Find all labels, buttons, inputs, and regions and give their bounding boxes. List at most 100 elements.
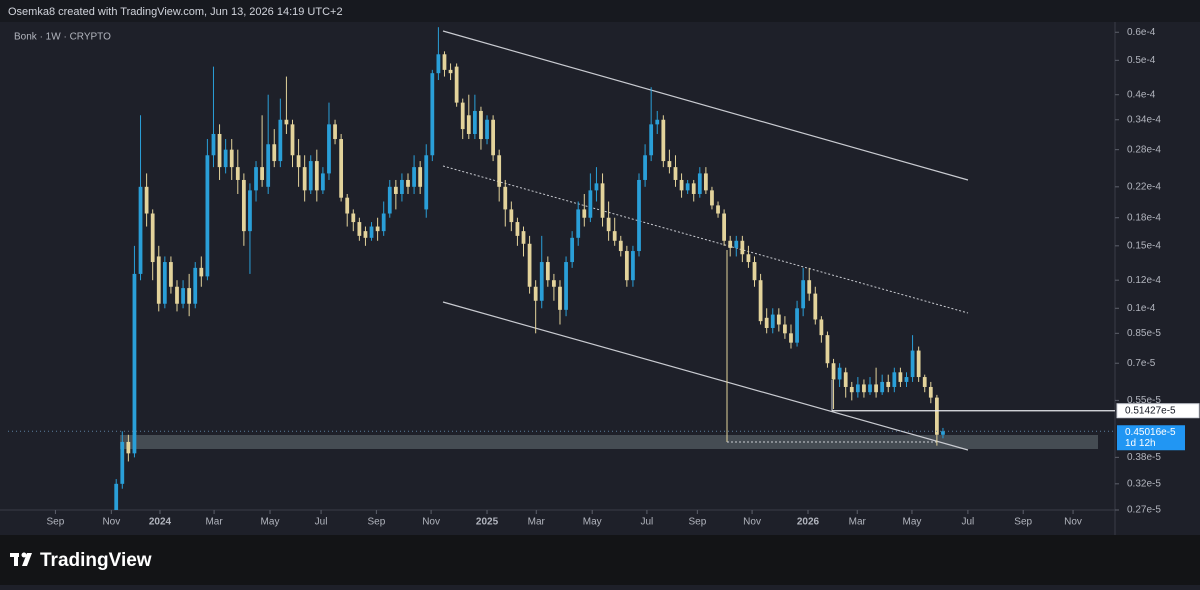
header-text: Osemka8 created with TradingView.com, Ju… bbox=[8, 6, 343, 18]
candle-body bbox=[612, 231, 617, 241]
candle-body bbox=[187, 288, 192, 304]
candle-body bbox=[284, 119, 289, 125]
candle-body bbox=[734, 240, 739, 248]
plot-area bbox=[114, 27, 1098, 510]
candle-body bbox=[825, 335, 830, 364]
candle-body bbox=[813, 293, 818, 320]
candle-body bbox=[193, 267, 198, 304]
candle-body bbox=[916, 350, 921, 378]
candle-body bbox=[460, 102, 465, 130]
candle-body bbox=[472, 110, 477, 134]
candle-body bbox=[466, 115, 471, 134]
candle-body bbox=[637, 179, 641, 252]
candle-body bbox=[120, 441, 125, 484]
candle-body bbox=[345, 197, 350, 214]
candle-body bbox=[624, 251, 629, 281]
candle-body bbox=[740, 240, 745, 255]
candle-body bbox=[314, 161, 319, 191]
candle-body bbox=[728, 240, 733, 248]
candle-body bbox=[278, 119, 283, 162]
header-bar bbox=[0, 0, 1200, 22]
candle-body bbox=[679, 179, 684, 191]
candle-body bbox=[235, 167, 240, 180]
candle-body bbox=[558, 286, 562, 310]
candle-body bbox=[211, 133, 216, 156]
candle-body bbox=[783, 324, 787, 334]
candle-body bbox=[357, 222, 362, 236]
x-tick-label: Nov bbox=[102, 517, 120, 528]
candle-body bbox=[521, 231, 526, 244]
support-zone bbox=[120, 435, 1098, 449]
candle-body bbox=[868, 384, 872, 393]
candle-body bbox=[132, 273, 137, 454]
x-tick-label: 2025 bbox=[476, 517, 499, 528]
y-tick-label: 0.5e-4 bbox=[1127, 55, 1156, 66]
candle-body bbox=[266, 144, 271, 187]
y-tick-label: 0.12e-4 bbox=[1127, 275, 1161, 286]
candle-body bbox=[296, 155, 301, 168]
candle-body bbox=[333, 124, 337, 140]
candle-body bbox=[886, 381, 891, 387]
y-tick-label: 0.7e-5 bbox=[1127, 358, 1156, 369]
channel-middle bbox=[442, 165, 969, 314]
candle-body bbox=[746, 254, 751, 263]
candle-body bbox=[898, 372, 903, 382]
candle-body bbox=[217, 133, 222, 168]
candle-body bbox=[545, 262, 550, 281]
x-tick-label: Nov bbox=[422, 517, 440, 528]
x-tick-label: Nov bbox=[1064, 517, 1082, 528]
x-tick-label: Jul bbox=[961, 517, 974, 528]
x-tick-label: 2026 bbox=[797, 517, 820, 528]
y-tick-label: 0.18e-4 bbox=[1127, 212, 1161, 223]
candle-body bbox=[491, 119, 495, 156]
candle-body bbox=[448, 69, 453, 74]
x-tick-label: Sep bbox=[367, 517, 385, 528]
x-tick-label: May bbox=[903, 517, 922, 528]
price-label: 0.51427e-5 bbox=[1125, 405, 1176, 416]
candle-body bbox=[169, 262, 173, 287]
candle-body bbox=[722, 213, 726, 241]
y-tick-label: 0.28e-4 bbox=[1127, 144, 1161, 155]
candle-body bbox=[254, 167, 258, 191]
candle-body bbox=[770, 314, 775, 328]
candle-body bbox=[114, 483, 119, 510]
y-tick-label: 0.34e-4 bbox=[1127, 114, 1161, 125]
candle-body bbox=[862, 384, 866, 393]
candle-body bbox=[321, 173, 325, 191]
current-price-label: 0.45016e-5 bbox=[1125, 427, 1176, 438]
candle-body bbox=[618, 240, 623, 252]
candle-body bbox=[776, 314, 781, 325]
candle-body bbox=[436, 54, 441, 74]
x-tick-label: Mar bbox=[205, 517, 223, 528]
y-tick-label: 0.1e-4 bbox=[1127, 303, 1156, 314]
candle-body bbox=[302, 167, 307, 191]
candle-body bbox=[831, 363, 836, 380]
y-tick-label: 0.22e-4 bbox=[1127, 181, 1161, 192]
candle-body bbox=[789, 333, 793, 343]
x-tick-label: Sep bbox=[1014, 517, 1032, 528]
y-tick-label: 0.6e-4 bbox=[1127, 27, 1156, 38]
candle-body bbox=[673, 167, 678, 180]
candle-body bbox=[582, 209, 587, 218]
candle-body bbox=[156, 256, 161, 304]
x-tick-label: Sep bbox=[688, 517, 706, 528]
candle-body bbox=[539, 262, 544, 301]
y-tick-label: 0.15e-4 bbox=[1127, 240, 1161, 251]
candle-body bbox=[606, 217, 611, 232]
candle-body bbox=[272, 144, 277, 162]
y-tick-label: 0.85e-5 bbox=[1127, 328, 1161, 339]
candle-body bbox=[849, 386, 854, 393]
candle-body bbox=[229, 149, 234, 168]
candle-body bbox=[442, 54, 447, 70]
y-tick-label: 0.27e-5 bbox=[1127, 505, 1161, 516]
candle-body bbox=[424, 155, 429, 210]
tv-logo bbox=[10, 552, 32, 566]
candle-body bbox=[393, 186, 398, 194]
candle-body bbox=[941, 431, 945, 435]
x-tick-label: Mar bbox=[849, 517, 867, 528]
candle-body bbox=[643, 155, 647, 180]
candle-body bbox=[922, 377, 927, 387]
price-label-box bbox=[1116, 403, 1200, 419]
